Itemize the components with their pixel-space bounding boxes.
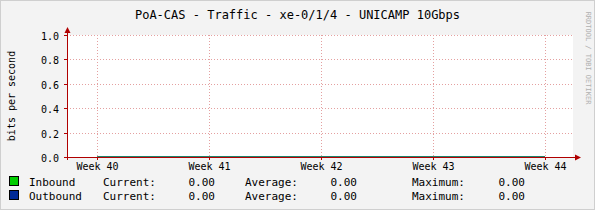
y-axis: [67, 29, 68, 160]
legend-stat-label: Current:: [103, 190, 156, 203]
grid-line: [545, 35, 546, 157]
title: PoA-CAS - Traffic - xe-0/1/4 - UNICAMP 1…: [135, 8, 460, 22]
y-tick-label: 0.0: [41, 153, 59, 164]
series-group: [97, 157, 545, 158]
legend-stat-value: 0.00: [189, 176, 216, 189]
y-axis-arrow: [65, 27, 71, 33]
x-tick-label: Week 41: [188, 161, 230, 172]
x-axis-arrow: [575, 155, 581, 161]
legend-stat-label: Maximum:: [412, 190, 465, 203]
tick: [64, 108, 67, 109]
grid-line: [67, 84, 573, 85]
grid-line: [209, 35, 210, 157]
legend-swatch: [10, 191, 19, 200]
watermark: RRDTOOL / TOBI OETIKER: [584, 12, 592, 106]
tick: [64, 84, 67, 85]
y-tick-label: 0.6: [41, 80, 59, 91]
y-tick-label: 1.0: [41, 31, 59, 42]
tick: [64, 35, 67, 36]
legend-label: Inbound: [29, 176, 75, 189]
plot-area: [67, 35, 573, 157]
legend-stat-label: Average:: [245, 190, 298, 203]
legend-label: Outbound: [29, 190, 82, 203]
grid-line: [67, 35, 573, 36]
legend-stat-value: 0.00: [499, 190, 526, 203]
legend-stat-value: 0.00: [189, 190, 216, 203]
y-tick-label: 0.4: [41, 104, 59, 115]
legend-stat-label: Maximum:: [412, 176, 465, 189]
chart: PoA-CAS - Traffic - xe-0/1/4 - UNICAMP 1…: [0, 0, 595, 210]
y-tick-label: 0.8: [41, 55, 59, 66]
legend-stat-value: 0.00: [331, 190, 358, 203]
legend-stat-label: Current:: [103, 176, 156, 189]
series-line: [97, 157, 545, 158]
grid-line: [67, 59, 573, 60]
tick: [64, 133, 67, 134]
grid-line: [433, 35, 434, 157]
x-tick-label: Week 43: [412, 161, 454, 172]
background: [1, 1, 595, 210]
grid-line: [97, 35, 98, 157]
x-tick-label: Week 40: [76, 161, 118, 172]
x-tick-label: Week 42: [300, 161, 342, 172]
legend-stat-value: 0.00: [499, 176, 526, 189]
x-axis: [64, 157, 579, 158]
legend-swatch: [10, 177, 19, 186]
x-tick-label: Week 44: [524, 161, 566, 172]
tick: [64, 59, 67, 60]
y-axis-label: bits per second: [6, 51, 17, 141]
grid-line: [67, 133, 573, 134]
grid-line: [321, 35, 322, 157]
grid-line: [67, 108, 573, 109]
series-area: [97, 157, 545, 158]
y-tick-label: 0.2: [41, 129, 59, 140]
legend-stat-label: Average:: [245, 176, 298, 189]
legend-stat-value: 0.00: [331, 176, 358, 189]
